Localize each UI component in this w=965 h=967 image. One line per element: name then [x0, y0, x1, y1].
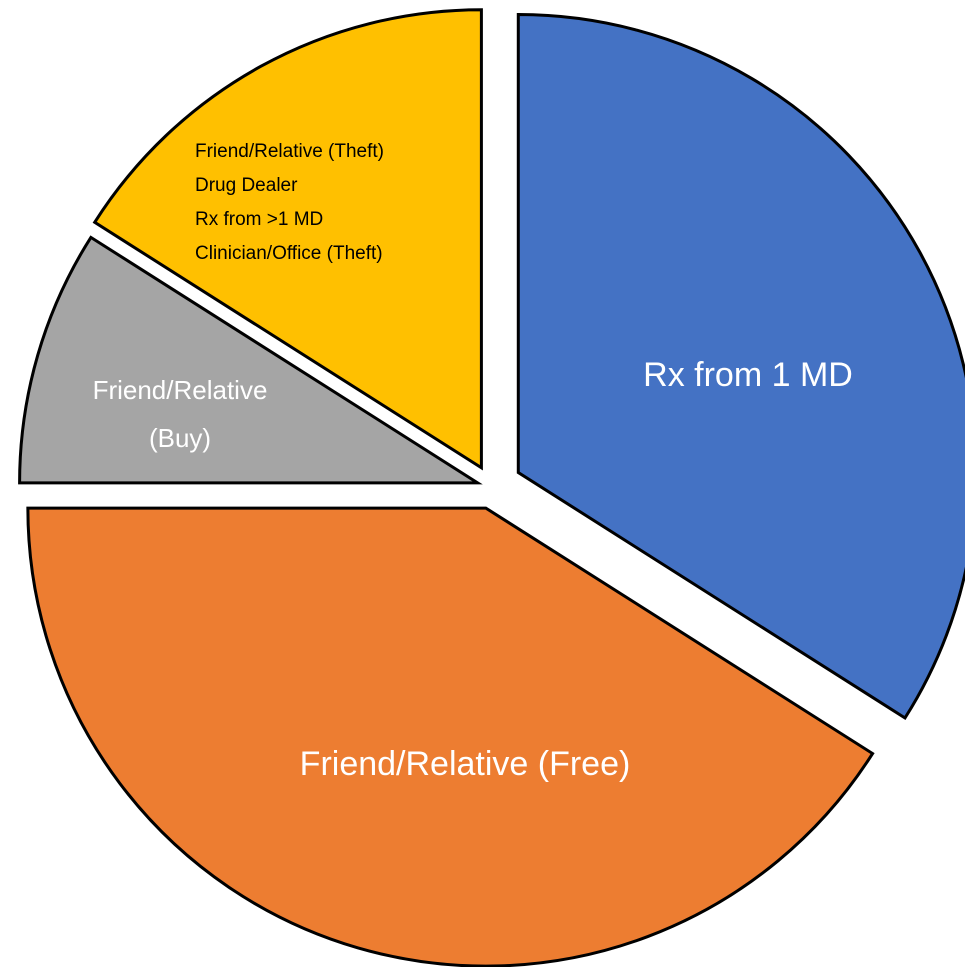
slice-label: Friend/Relative (Free) [300, 745, 631, 783]
slice-label: Drug Dealer [195, 175, 298, 196]
slice-label: Friend/Relative (Theft) [195, 141, 384, 162]
slice-label: Rx from 1 MD [643, 356, 853, 394]
slice-label: Friend/Relative [93, 375, 268, 405]
pie-slice [92, 8, 483, 471]
slice-label: Clinician/Office (Theft) [195, 243, 383, 264]
pie-slice [516, 13, 965, 721]
slice-label: (Buy) [149, 423, 211, 453]
pie-slice [18, 235, 483, 485]
pie-slice [26, 506, 875, 967]
slice-label: Rx from >1 MD [195, 209, 323, 230]
